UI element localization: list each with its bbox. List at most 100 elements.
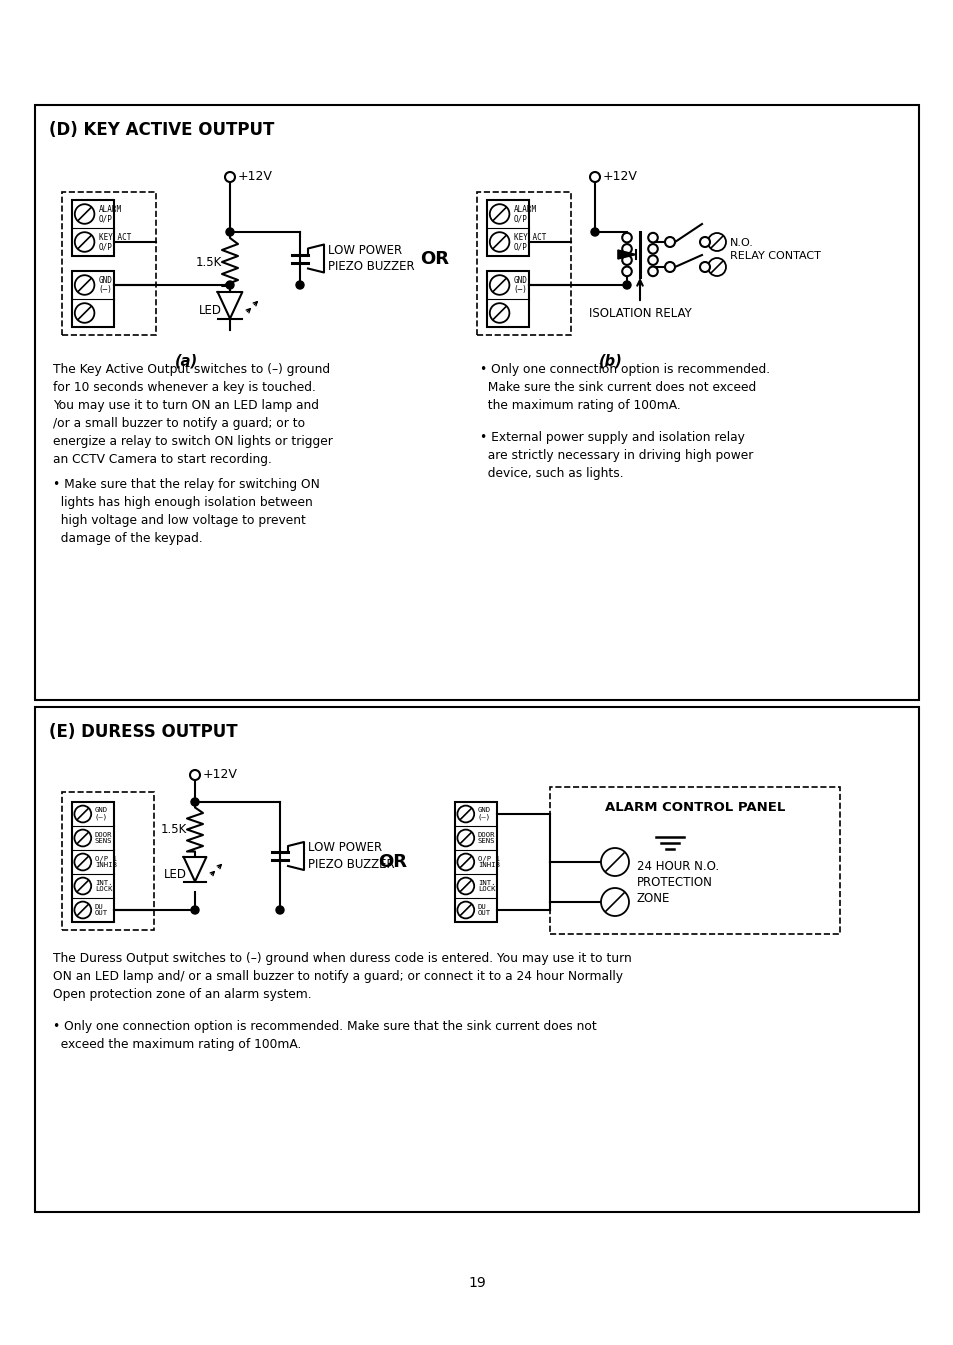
Circle shape <box>647 256 657 265</box>
Bar <box>455 802 497 923</box>
Circle shape <box>590 229 598 235</box>
Circle shape <box>589 172 599 182</box>
Circle shape <box>456 830 474 846</box>
Bar <box>71 802 113 923</box>
Bar <box>62 192 156 335</box>
Text: +12V: +12V <box>203 768 237 781</box>
Text: 19: 19 <box>468 1276 485 1290</box>
Circle shape <box>489 303 509 323</box>
Circle shape <box>74 204 94 223</box>
Text: GND
(–): GND (–) <box>94 807 108 820</box>
Circle shape <box>74 854 91 870</box>
Text: • Make sure that the relay for switching ON
  lights has high enough isolation b: • Make sure that the relay for switching… <box>53 477 319 545</box>
Text: 24 HOUR N.O.
PROTECTION
ZONE: 24 HOUR N.O. PROTECTION ZONE <box>637 859 719 904</box>
Circle shape <box>647 243 657 254</box>
Text: +12V: +12V <box>602 171 638 183</box>
Bar <box>486 200 529 256</box>
Polygon shape <box>618 250 636 260</box>
Text: INT.
LOCK: INT. LOCK <box>94 880 112 892</box>
Circle shape <box>74 901 91 919</box>
Text: DOOR
SENS: DOOR SENS <box>477 831 495 845</box>
Bar <box>35 707 918 1212</box>
Text: GND
(–): GND (–) <box>513 276 527 295</box>
Circle shape <box>275 907 284 915</box>
Circle shape <box>700 237 709 247</box>
Circle shape <box>707 233 725 252</box>
Text: LED: LED <box>164 868 187 881</box>
Circle shape <box>621 233 631 242</box>
Circle shape <box>456 806 474 822</box>
Text: • Only one connection option is recommended.
  Make sure the sink current does n: • Only one connection option is recommen… <box>479 363 769 412</box>
Text: +12V: +12V <box>237 171 273 183</box>
Circle shape <box>191 798 199 806</box>
Circle shape <box>621 243 631 254</box>
Circle shape <box>191 907 199 915</box>
Circle shape <box>621 256 631 265</box>
Text: DU
OUT: DU OUT <box>477 904 491 916</box>
Circle shape <box>74 830 91 846</box>
Bar <box>486 270 529 327</box>
Circle shape <box>456 877 474 894</box>
Text: (E) DURESS OUTPUT: (E) DURESS OUTPUT <box>49 724 237 741</box>
Text: (D) KEY ACTIVE OUTPUT: (D) KEY ACTIVE OUTPUT <box>49 121 274 139</box>
Polygon shape <box>217 292 242 319</box>
Text: 1.5K: 1.5K <box>195 256 222 269</box>
Bar <box>71 200 113 256</box>
Text: O/P 1
INHIB: O/P 1 INHIB <box>94 855 116 869</box>
Circle shape <box>647 266 657 276</box>
Circle shape <box>664 237 675 247</box>
Text: DOOR
SENS: DOOR SENS <box>94 831 112 845</box>
Text: OR: OR <box>378 853 407 872</box>
Circle shape <box>74 303 94 323</box>
Bar <box>550 787 840 933</box>
Text: • Only one connection option is recommended. Make sure that the sink current doe: • Only one connection option is recommen… <box>53 1020 597 1050</box>
Text: KEY ACT
O/P: KEY ACT O/P <box>98 233 131 252</box>
Bar <box>71 270 113 327</box>
Text: The Key Active Output switches to (–) ground
for 10 seconds whenever a key is to: The Key Active Output switches to (–) gr… <box>53 363 333 465</box>
Text: LOW POWER
PIEZO BUZZER: LOW POWER PIEZO BUZZER <box>308 841 395 872</box>
Text: LOW POWER
PIEZO BUZZER: LOW POWER PIEZO BUZZER <box>328 243 415 273</box>
Circle shape <box>489 204 509 223</box>
Circle shape <box>489 233 509 252</box>
Text: ALARM
O/P: ALARM O/P <box>98 204 122 223</box>
Circle shape <box>74 276 94 295</box>
Text: GND
(–): GND (–) <box>477 807 491 820</box>
Circle shape <box>226 229 233 235</box>
Text: KEY ACT
O/P: KEY ACT O/P <box>513 233 545 252</box>
Circle shape <box>295 281 304 289</box>
Circle shape <box>225 172 234 182</box>
Text: GND
(–): GND (–) <box>98 276 112 295</box>
Bar <box>62 792 153 929</box>
Text: 1.5K: 1.5K <box>161 823 187 837</box>
Circle shape <box>456 854 474 870</box>
Text: ALARM CONTROL PANEL: ALARM CONTROL PANEL <box>604 802 784 814</box>
Circle shape <box>700 262 709 272</box>
Circle shape <box>74 233 94 252</box>
Circle shape <box>456 901 474 919</box>
Circle shape <box>600 888 628 916</box>
Circle shape <box>664 262 675 272</box>
Circle shape <box>707 258 725 276</box>
Circle shape <box>489 276 509 295</box>
Text: O/P 1
INHIB: O/P 1 INHIB <box>477 855 499 869</box>
Text: (b): (b) <box>598 352 622 369</box>
Circle shape <box>226 281 233 289</box>
Circle shape <box>622 281 630 289</box>
Bar <box>476 192 571 335</box>
Text: INT.
LOCK: INT. LOCK <box>477 880 495 892</box>
Circle shape <box>600 847 628 876</box>
Circle shape <box>621 266 631 276</box>
Text: (a): (a) <box>174 352 197 369</box>
Text: • External power supply and isolation relay
  are strictly necessary in driving : • External power supply and isolation re… <box>479 430 753 480</box>
Circle shape <box>647 233 657 242</box>
Circle shape <box>74 806 91 822</box>
Text: ISOLATION RELAY: ISOLATION RELAY <box>588 307 691 320</box>
Bar <box>35 105 918 699</box>
Polygon shape <box>183 857 206 881</box>
Text: OR: OR <box>420 250 449 268</box>
Text: ALARM
O/P: ALARM O/P <box>513 204 537 223</box>
Text: LED: LED <box>199 304 222 317</box>
Circle shape <box>74 877 91 894</box>
Circle shape <box>190 769 200 780</box>
Text: The Duress Output switches to (–) ground when duress code is entered. You may us: The Duress Output switches to (–) ground… <box>53 952 631 1001</box>
